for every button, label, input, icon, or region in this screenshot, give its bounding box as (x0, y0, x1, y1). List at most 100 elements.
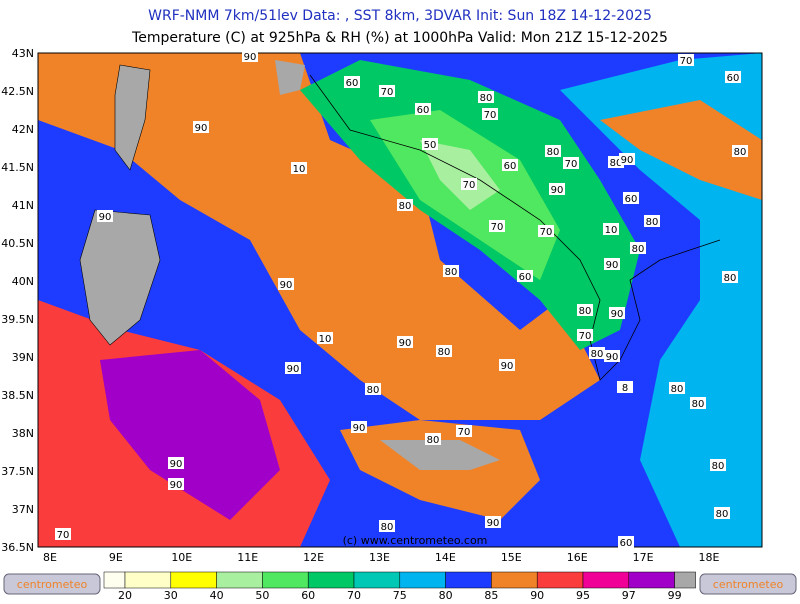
contour-label: 70 (579, 331, 592, 342)
contour-label: 80 (445, 267, 458, 278)
color-bar-label: 30 (164, 589, 178, 600)
lat-label: 43N (12, 47, 34, 60)
contour-label-box (344, 76, 360, 88)
contour-label: 80 (579, 306, 592, 317)
contour-label: 80 (367, 385, 380, 396)
contour-label-box (517, 270, 533, 282)
contour-label-box (722, 271, 738, 283)
contour-label: 80 (591, 349, 604, 360)
contour-label-box (489, 220, 505, 232)
contour-label-box (478, 91, 494, 103)
contour-label-box (379, 85, 395, 97)
contour-label-box (317, 332, 333, 344)
color-bar-label: 40 (210, 589, 224, 600)
contour-label: 70 (540, 227, 553, 238)
contour-label: 90 (621, 155, 634, 166)
lat-label: 41.5N (1, 161, 34, 174)
contour-label-box (482, 108, 498, 120)
contour-label: 80 (646, 217, 659, 228)
contour-label: 80 (716, 509, 729, 520)
contour-label-box (291, 162, 307, 174)
lon-label: 8E (43, 551, 57, 564)
contour-label-box (604, 258, 620, 270)
color-bar-segment (216, 571, 263, 589)
logo-right-box (699, 573, 797, 595)
lat-label: 42N (12, 123, 34, 136)
color-bar-segment (307, 571, 355, 589)
color-bar-label: 75 (393, 589, 407, 600)
color-bar-label: 60 (301, 589, 315, 600)
watermark: (c) www.centrometeo.com (343, 534, 488, 547)
contour-label: 70 (565, 159, 578, 170)
color-bar-segment (262, 571, 309, 589)
contour-label: 80 (427, 435, 440, 446)
lat-label: 37N (12, 503, 34, 516)
contour-label: 80 (734, 147, 747, 158)
contour-label-box (623, 192, 639, 204)
contour-label-box (669, 382, 685, 394)
contour-label: 8 (622, 383, 628, 394)
logo-left: centrometeo (17, 578, 88, 591)
contour-label-box (725, 71, 741, 83)
contour-label: 80 (610, 158, 623, 169)
contour-label-box (397, 199, 413, 211)
contour-label: 70 (458, 427, 471, 438)
map-field (38, 53, 762, 547)
contour-label: 80 (724, 273, 737, 284)
color-bar-label: 85 (484, 589, 498, 600)
lat-label: 41N (12, 199, 34, 212)
lon-label: 15E (501, 551, 522, 564)
contour-label: 70 (381, 87, 394, 98)
lat-label: 39N (12, 351, 34, 364)
contour-label: 60 (620, 538, 633, 549)
contour-label: 90 (195, 123, 208, 134)
lat-label: 38N (12, 427, 34, 440)
contour-label: 60 (346, 78, 359, 89)
contour-label-box (242, 50, 258, 62)
contour-label: 80 (712, 461, 725, 472)
color-bar-start (103, 571, 126, 589)
color-bar-label: 95 (576, 589, 590, 600)
contour-label-box (618, 536, 634, 548)
contour-label: 90 (606, 260, 619, 271)
contour-label: 70 (57, 530, 70, 541)
contour-label: 80 (480, 93, 493, 104)
contour-label-box (678, 54, 694, 66)
color-bar-label: 20 (118, 589, 132, 600)
contour-label-box (545, 145, 561, 157)
color-bar-label: 90 (530, 589, 544, 600)
contour-label-box (485, 516, 501, 528)
title-line-1: WRF-NMM 7km/51lev Data: , SST 8km, 3DVAR… (148, 8, 652, 24)
contour-label-box (549, 183, 565, 195)
color-bar-segment (170, 571, 217, 589)
color-bar-label: 70 (347, 589, 361, 600)
contour-label-box (538, 225, 554, 237)
contour-label: 70 (491, 222, 504, 233)
contour-label-box (397, 336, 413, 348)
contour-label-box (690, 397, 706, 409)
map-frame (37, 52, 763, 548)
contour-label-box (422, 138, 438, 150)
color-bar-segment (628, 571, 675, 589)
contour-label-box (619, 153, 635, 165)
contour-label-box (732, 145, 748, 157)
color-bar-segment (353, 571, 401, 589)
contour-label: 80 (692, 399, 705, 410)
color-bar-segment (582, 571, 630, 589)
color-bar-label: 50 (255, 589, 269, 600)
contour-label-box (425, 433, 441, 445)
contour-label-box (55, 528, 71, 540)
contour-label-box (630, 242, 646, 254)
lon-label: 17E (633, 551, 654, 564)
lon-label: 13E (369, 551, 390, 564)
contour-label-box (193, 121, 209, 133)
contour-label-box (278, 278, 294, 290)
color-bar-segment (399, 571, 446, 589)
contour-label: 80 (547, 147, 560, 158)
contour-label-box (436, 345, 452, 357)
contour-label-box (563, 157, 579, 169)
contour-label: 90 (99, 212, 112, 223)
contour-label-box (589, 347, 605, 359)
